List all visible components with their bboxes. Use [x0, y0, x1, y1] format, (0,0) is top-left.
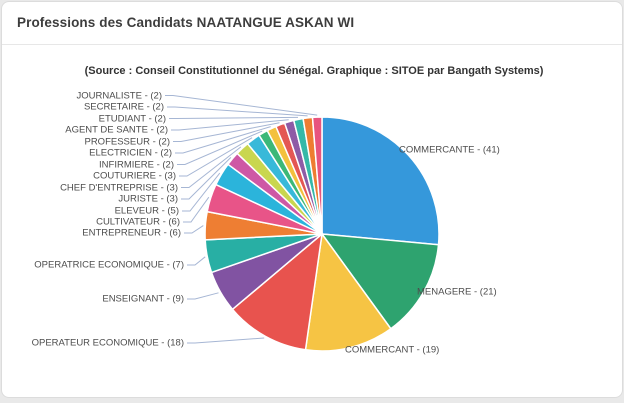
label-connector-line	[179, 137, 253, 177]
slice-label-journaliste: JOURNALISTE - (2)	[76, 90, 162, 101]
label-connector-line	[181, 157, 232, 200]
label-connector-line	[187, 256, 206, 266]
slice-label-couturiere: COUTURIERE - (3)	[93, 170, 176, 182]
label-connector-line	[181, 146, 242, 188]
label-connector-line	[187, 292, 219, 300]
label-connector-line	[187, 337, 265, 344]
slice-label-enseignant: ENSEIGNANT - (9)	[102, 293, 184, 305]
label-connector-line	[167, 106, 308, 117]
label-connector-line	[183, 196, 210, 223]
card-header: Professions des Candidats NAATANGUE ASKA…	[2, 2, 622, 44]
slice-label-etudiant: ETUDIANT - (2)	[98, 113, 166, 124]
label-connector-line	[169, 116, 299, 119]
slice-label-menagere: MENAGERE - (21)	[417, 286, 497, 298]
label-connector-line	[184, 225, 204, 234]
slice-label-operateur-economique: OPERATEUR ECONOMIQUE - (18)	[31, 337, 184, 349]
page-title: Professions des Candidats NAATANGUE ASKA…	[17, 15, 355, 30]
label-connector-line	[182, 172, 221, 212]
slice-label-chef-d-entreprise: CHEF D'ENTREPRISE - (3)	[60, 182, 178, 193]
slice-label-infirmiere: INFIRMIERE - (2)	[99, 159, 174, 170]
slice-label-professeur: PROFESSEUR - (2)	[84, 136, 170, 147]
label-connector-line	[175, 126, 271, 154]
pie-slice-operateur-economique[interactable]	[231, 233, 323, 351]
label-connector-line	[171, 119, 289, 131]
chart-subtitle: (Source : Conseil Constitutionnel du Sén…	[84, 65, 544, 77]
slice-label-cultivateur: CULTIVATEUR - (6)	[96, 216, 180, 228]
slice-label-juriste: JURISTE - (3)	[118, 193, 178, 205]
slice-label-entrepreneur: ENTREPRENEUR - (6)	[82, 227, 181, 239]
slice-label-agent-de-sante: AGENT DE SANTE - (2)	[65, 124, 168, 136]
slice-label-electricien: ELECTRICIEN - (2)	[89, 147, 172, 159]
slice-label-eleveur: ELEVEUR - (5)	[114, 205, 179, 217]
pie-slice-commercant[interactable]	[304, 233, 392, 352]
header-divider	[2, 44, 622, 45]
label-connector-line	[177, 130, 263, 165]
slice-label-secretaire: SECRETAIRE - (2)	[83, 101, 164, 113]
label-connector-line	[173, 122, 280, 142]
slice-label-operatrice-economique: OPERATRICE ECONOMIQUE - (7)	[34, 259, 184, 271]
pie-slice-menagere[interactable]	[321, 233, 440, 330]
pie-slice-journaliste[interactable]	[311, 116, 323, 235]
slice-label-commercant: COMMERCANT - (19)	[345, 344, 440, 356]
slice-label-commercante: COMMERCANTE - (41)	[399, 144, 500, 156]
pie-slice-commercante[interactable]	[321, 116, 440, 246]
label-connector-line	[165, 95, 318, 116]
